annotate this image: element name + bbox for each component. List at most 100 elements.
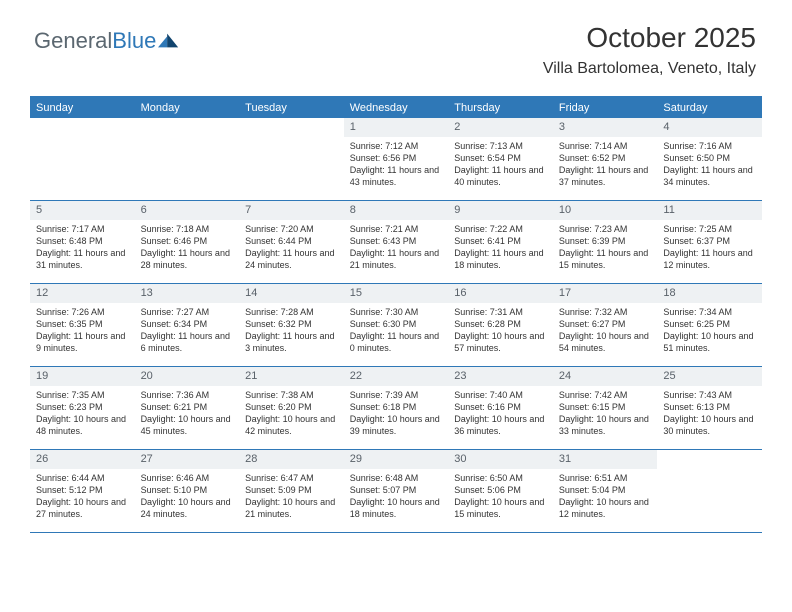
daylight-text: Daylight: 11 hours and 6 minutes. [141, 330, 234, 354]
calendar-cell: 4Sunrise: 7:16 AMSunset: 6:50 PMDaylight… [657, 118, 762, 200]
calendar-cell: 14Sunrise: 7:28 AMSunset: 6:32 PMDayligh… [239, 284, 344, 366]
day-header: Friday [553, 102, 658, 114]
sunset-text: Sunset: 6:39 PM [559, 235, 652, 247]
day-number: 20 [135, 367, 240, 386]
sunset-text: Sunset: 6:56 PM [350, 152, 443, 164]
daylight-text: Daylight: 11 hours and 28 minutes. [141, 247, 234, 271]
daylight-text: Daylight: 10 hours and 33 minutes. [559, 413, 652, 437]
day-number: 23 [448, 367, 553, 386]
calendar-cell-empty [239, 118, 344, 200]
logo: GeneralBlue [34, 28, 180, 54]
day-number: 16 [448, 284, 553, 303]
sunrise-text: Sunrise: 7:32 AM [559, 306, 652, 318]
day-header: Tuesday [239, 102, 344, 114]
calendar-cell: 1Sunrise: 7:12 AMSunset: 6:56 PMDaylight… [344, 118, 449, 200]
calendar-cell: 21Sunrise: 7:38 AMSunset: 6:20 PMDayligh… [239, 367, 344, 449]
daylight-text: Daylight: 11 hours and 34 minutes. [663, 164, 756, 188]
sunrise-text: Sunrise: 7:40 AM [454, 389, 547, 401]
logo-mark-icon [158, 32, 180, 48]
daylight-text: Daylight: 11 hours and 24 minutes. [245, 247, 338, 271]
sunset-text: Sunset: 6:27 PM [559, 318, 652, 330]
day-number: 7 [239, 201, 344, 220]
calendar-cell: 22Sunrise: 7:39 AMSunset: 6:18 PMDayligh… [344, 367, 449, 449]
sunrise-text: Sunrise: 6:44 AM [36, 472, 129, 484]
sunset-text: Sunset: 6:46 PM [141, 235, 234, 247]
sunset-text: Sunset: 6:28 PM [454, 318, 547, 330]
sunrise-text: Sunrise: 7:13 AM [454, 140, 547, 152]
calendar-cell: 7 Sunrise: 7:20 AMSunset: 6:44 PMDaylight… [239, 201, 344, 283]
sunset-text: Sunset: 6:37 PM [663, 235, 756, 247]
calendar-cell: 25Sunrise: 7:43 AMSunset: 6:13 PMDayligh… [657, 367, 762, 449]
daylight-text: Daylight: 10 hours and 36 minutes. [454, 413, 547, 437]
calendar-cell: 10Sunrise: 7:23 AMSunset: 6:39 PMDayligh… [553, 201, 658, 283]
sunset-text: Sunset: 5:10 PM [141, 484, 234, 496]
calendar-cell: 17Sunrise: 7:32 AMSunset: 6:27 PMDayligh… [553, 284, 658, 366]
calendar-cell: 15Sunrise: 7:30 AMSunset: 6:30 PMDayligh… [344, 284, 449, 366]
day-number: 14 [239, 284, 344, 303]
location-text: Villa Bartolomea, Veneto, Italy [543, 60, 756, 78]
sunrise-text: Sunrise: 7:12 AM [350, 140, 443, 152]
daylight-text: Daylight: 11 hours and 3 minutes. [245, 330, 338, 354]
calendar-cell: 5Sunrise: 7:17 AMSunset: 6:48 PMDaylight… [30, 201, 135, 283]
calendar-cell: 27Sunrise: 6:46 AMSunset: 5:10 PMDayligh… [135, 450, 240, 532]
calendar-cell: 12Sunrise: 7:26 AMSunset: 6:35 PMDayligh… [30, 284, 135, 366]
sunset-text: Sunset: 6:35 PM [36, 318, 129, 330]
sunrise-text: Sunrise: 7:42 AM [559, 389, 652, 401]
sunrise-text: Sunrise: 7:20 AM [245, 223, 338, 235]
day-header: Sunday [30, 102, 135, 114]
daylight-text: Daylight: 11 hours and 40 minutes. [454, 164, 547, 188]
logo-text-second: Blue [112, 28, 156, 54]
sunrise-text: Sunrise: 7:31 AM [454, 306, 547, 318]
daylight-text: Daylight: 10 hours and 24 minutes. [141, 496, 234, 520]
day-header: Monday [135, 102, 240, 114]
daylight-text: Daylight: 10 hours and 48 minutes. [36, 413, 129, 437]
calendar-cell: 13Sunrise: 7:27 AMSunset: 6:34 PMDayligh… [135, 284, 240, 366]
sunset-text: Sunset: 6:44 PM [245, 235, 338, 247]
sunrise-text: Sunrise: 7:21 AM [350, 223, 443, 235]
day-number: 3 [553, 118, 658, 137]
day-number: 18 [657, 284, 762, 303]
day-number: 12 [30, 284, 135, 303]
day-number: 30 [448, 450, 553, 469]
sunset-text: Sunset: 6:21 PM [141, 401, 234, 413]
day-number: 31 [553, 450, 658, 469]
daylight-text: Daylight: 10 hours and 57 minutes. [454, 330, 547, 354]
sunrise-text: Sunrise: 7:16 AM [663, 140, 756, 152]
sunset-text: Sunset: 6:25 PM [663, 318, 756, 330]
sunset-text: Sunset: 6:13 PM [663, 401, 756, 413]
day-number: 5 [30, 201, 135, 220]
sunset-text: Sunset: 6:23 PM [36, 401, 129, 413]
daylight-text: Daylight: 11 hours and 9 minutes. [36, 330, 129, 354]
daylight-text: Daylight: 11 hours and 21 minutes. [350, 247, 443, 271]
calendar-cell: 9Sunrise: 7:22 AMSunset: 6:41 PMDaylight… [448, 201, 553, 283]
calendar-cell-empty [30, 118, 135, 200]
daylight-text: Daylight: 10 hours and 45 minutes. [141, 413, 234, 437]
day-number: 29 [344, 450, 449, 469]
calendar-cell: 16 Sunrise: 7:31 AMSunset: 6:28 PMDayligh… [448, 284, 553, 366]
sunset-text: Sunset: 6:16 PM [454, 401, 547, 413]
sunset-text: Sunset: 6:30 PM [350, 318, 443, 330]
calendar-cell: 31Sunrise: 6:51 AMSunset: 5:04 PMDayligh… [553, 450, 658, 532]
day-number: 25 [657, 367, 762, 386]
calendar-cell: 23 Sunrise: 7:40 AMSunset: 6:16 PMDayligh… [448, 367, 553, 449]
header: October 2025 Villa Bartolomea, Veneto, I… [543, 22, 756, 78]
calendar-cell: 8Sunrise: 7:21 AMSunset: 6:43 PMDaylight… [344, 201, 449, 283]
sunrise-text: Sunrise: 7:28 AM [245, 306, 338, 318]
calendar-week: 12Sunrise: 7:26 AMSunset: 6:35 PMDayligh… [30, 283, 762, 366]
sunset-text: Sunset: 6:41 PM [454, 235, 547, 247]
daylight-text: Daylight: 10 hours and 18 minutes. [350, 496, 443, 520]
calendar-cell-empty [657, 450, 762, 532]
sunset-text: Sunset: 6:52 PM [559, 152, 652, 164]
sunset-text: Sunset: 5:12 PM [36, 484, 129, 496]
sunset-text: Sunset: 5:09 PM [245, 484, 338, 496]
calendar-cell: 26Sunrise: 6:44 AMSunset: 5:12 PMDayligh… [30, 450, 135, 532]
calendar-cell: 29Sunrise: 6:48 AMSunset: 5:07 PMDayligh… [344, 450, 449, 532]
sunrise-text: Sunrise: 7:30 AM [350, 306, 443, 318]
daylight-text: Daylight: 10 hours and 12 minutes. [559, 496, 652, 520]
daylight-text: Daylight: 11 hours and 43 minutes. [350, 164, 443, 188]
sunset-text: Sunset: 5:06 PM [454, 484, 547, 496]
daylight-text: Daylight: 11 hours and 12 minutes. [663, 247, 756, 271]
calendar: Sunday Monday Tuesday Wednesday Thursday… [30, 96, 762, 533]
calendar-cell: 30Sunrise: 6:50 AMSunset: 5:06 PMDayligh… [448, 450, 553, 532]
calendar-cell-empty [135, 118, 240, 200]
